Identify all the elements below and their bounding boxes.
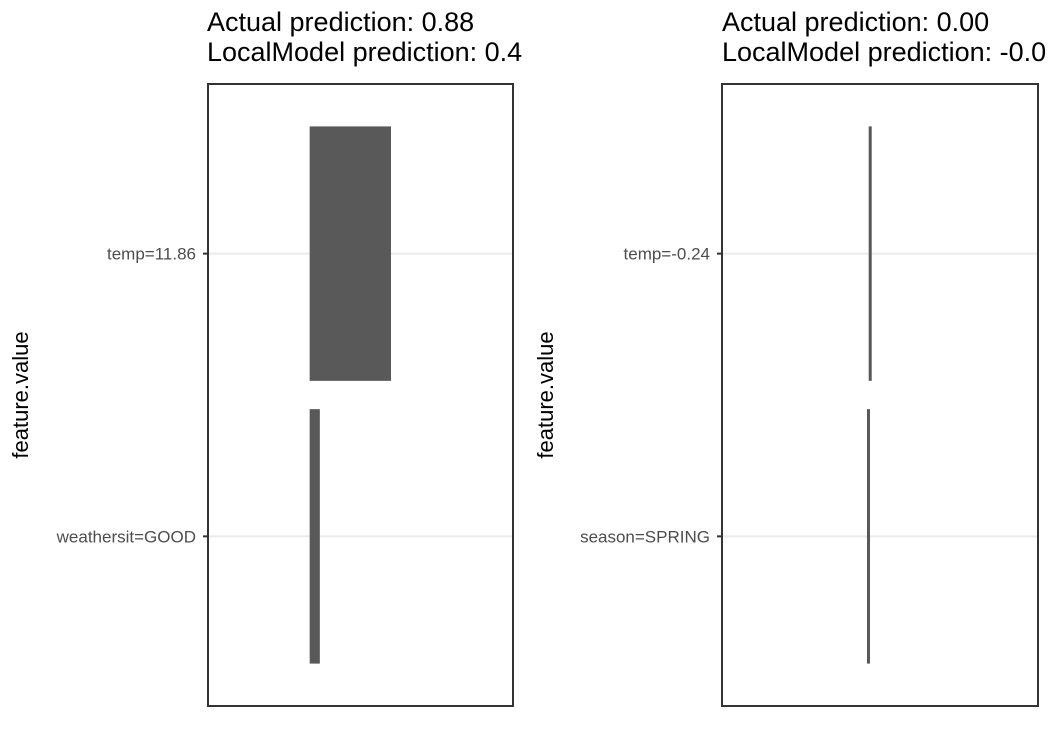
- bar-temp-11-86: [309, 126, 391, 381]
- panel-border: [207, 83, 514, 707]
- bar-weathersit-good: [309, 409, 320, 664]
- bar-season-spring: [866, 409, 870, 664]
- panel-border: [721, 83, 1039, 707]
- bar-temp-0-24: [868, 126, 872, 381]
- panel-title-line2: LocalModel prediction: -0.0: [722, 37, 1046, 67]
- panel-title-line2: LocalModel prediction: 0.4: [207, 37, 522, 67]
- y-axis-label: feature.value: [8, 331, 33, 458]
- y-tick-label: season=SPRING: [580, 527, 710, 546]
- y-tick-label: weathersit=GOOD: [56, 527, 196, 546]
- y-axis-label: feature.value: [533, 331, 558, 458]
- panel-title-line1: Actual prediction: 0.88: [207, 7, 474, 37]
- panel-title-line1: Actual prediction: 0.00: [722, 7, 989, 37]
- y-tick-label: temp=-0.24: [624, 245, 710, 264]
- y-tick-label: temp=11.86: [107, 245, 196, 264]
- panel-background: [722, 84, 1038, 706]
